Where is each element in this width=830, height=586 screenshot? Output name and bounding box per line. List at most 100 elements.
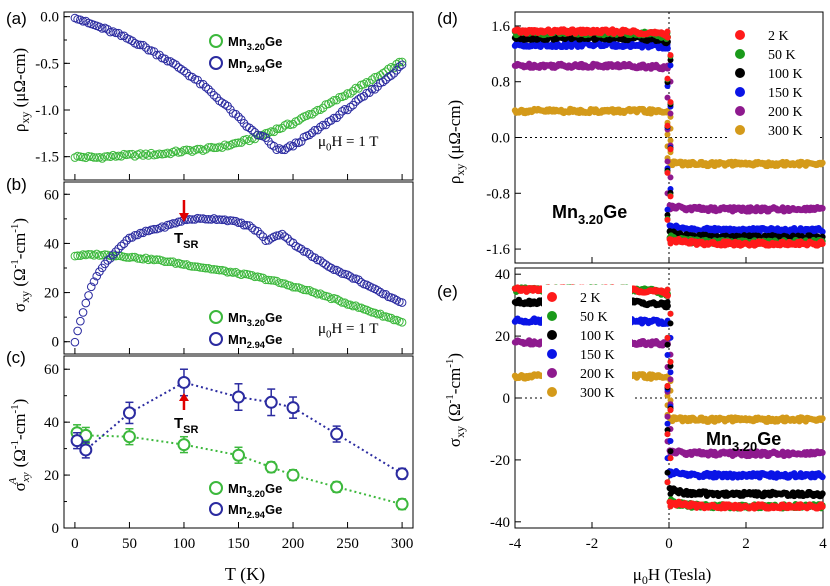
panel-c-mn320-point — [177, 438, 191, 452]
panel-a-mn294-point — [389, 69, 399, 78]
panel-b-mn294-point — [245, 221, 254, 230]
panel-e-xtick-label: -4 — [509, 536, 522, 552]
panel-e-tag: (e) — [437, 282, 458, 301]
panel-b-ytick-label: 0 — [52, 335, 60, 351]
panel-c-xtick-label: 100 — [173, 536, 196, 552]
panel-a-mn320-point — [392, 59, 401, 69]
panel-c-ytick-label: 0 — [52, 521, 60, 537]
panel-a-mn294-point — [283, 143, 292, 152]
panel-b-mn294-point — [261, 236, 271, 246]
panel-b-mn320-point — [335, 296, 344, 305]
panel-b-mn294-point — [116, 241, 126, 251]
panel-a-mn294-point — [386, 71, 396, 80]
panel-b-mn294-point — [378, 289, 388, 299]
panel-b-mn320-point — [266, 275, 276, 285]
panel-a-mn320-point — [266, 127, 276, 136]
panel-a-mn294-point — [307, 128, 317, 138]
panel-b-mn320-point — [152, 255, 162, 264]
panel-e-point-0 — [664, 382, 671, 389]
panel-b-mn294-point — [70, 337, 80, 347]
panel-a-mn294-point — [277, 145, 287, 154]
panel-e-point-2 — [667, 490, 674, 497]
panel-a-mn320-point — [114, 151, 123, 161]
panel-a-mn320-point — [315, 105, 325, 115]
panel-b-mn320-point — [70, 251, 80, 261]
panel-b-mn294-point — [345, 272, 355, 281]
panel-b-mn294-point — [108, 250, 118, 259]
panel-a-mn320-point — [296, 114, 306, 123]
panel-a-mn320-point — [127, 149, 137, 159]
panel-a-ytick-label: 0.0 — [40, 10, 59, 26]
panel-a-legend-mn320-marker — [209, 34, 223, 48]
panel-a-mn320-point — [179, 145, 189, 155]
panel-d-point-0 — [667, 146, 674, 153]
panel-a-mn294-point — [116, 31, 126, 41]
panel-a-mn320-point — [367, 75, 377, 84]
panel-a-mn320-point — [345, 89, 355, 98]
panel-b-mn294-point — [310, 253, 320, 262]
panel-c-legend-mn294: Mn2.94Ge — [228, 502, 282, 520]
panel-b-mn294-point — [234, 218, 243, 227]
panel-a-legend-mn294: Mn2.94Ge — [228, 56, 282, 74]
panel-e-xtick-label: 4 — [819, 536, 827, 552]
panel-a-mn294-point — [206, 87, 216, 97]
panel-e-point-4 — [664, 413, 671, 420]
panel-e-point-0 — [667, 310, 674, 317]
panel-e-legend-label-1: 50 K — [580, 310, 608, 325]
panel-b-mn320-point — [95, 251, 104, 260]
panel-e-sample-label: Mn3.20Ge — [706, 429, 781, 454]
panel-c-xtick-label: 150 — [227, 536, 250, 552]
panel-b-mn320-point — [351, 301, 361, 310]
panel-b-mn320-point — [264, 275, 273, 285]
panel-a-mn294-point — [97, 24, 107, 33]
panel-e-ylabel: σxy (Ω-1-cm-1) — [444, 353, 467, 447]
panel-d-point-0 — [819, 240, 826, 247]
panel-a-mn294-point — [187, 72, 197, 82]
panel-a-mn320-point — [217, 143, 227, 152]
panel-c-xtick-label: 200 — [282, 536, 305, 552]
panel-a-mn320-point — [234, 138, 243, 147]
panel-b-mn320-point — [375, 309, 385, 319]
panel-b-mn320-point — [272, 276, 281, 286]
panel-c-xtick-label: 250 — [336, 536, 359, 552]
panel-c-ytick-label: 60 — [44, 362, 59, 378]
panel-b-mn294-point — [168, 219, 178, 228]
panel-b-mn294-point — [103, 256, 112, 265]
panel-b-mn320-point — [228, 268, 238, 277]
panel-b-mn294-point — [86, 282, 96, 292]
panel-b-mn294-point — [133, 230, 142, 240]
panel-a-mn320-point — [307, 110, 317, 119]
panel-b-mn320-point — [179, 260, 189, 269]
panel-b-mn294-point — [92, 271, 102, 281]
panel-a-mn320-point — [116, 152, 126, 161]
panel-b-mn294-point — [348, 274, 358, 283]
panel-e-point-3 — [667, 369, 674, 376]
panel-a-mn294-point — [397, 60, 407, 70]
panel-b-mn320-point — [299, 285, 309, 295]
panel-d-legend-marker-4 — [735, 106, 745, 116]
panel-b-mn294-point — [253, 226, 262, 236]
panel-b-legend-mn320-marker — [209, 310, 223, 324]
panel-b-mn320-point — [127, 252, 137, 262]
panel-a-mn294-point — [296, 137, 306, 146]
panel-b-mn320-point — [166, 257, 175, 266]
panel-b-mn294-point — [130, 230, 140, 240]
panel-c-mn320-line — [76, 431, 403, 506]
panel-b-mn294-point — [76, 316, 85, 326]
panel-b-arrowhead — [178, 213, 189, 222]
panel-a-ylabel: ρxy (μΩ-cm) — [10, 48, 32, 132]
panel-e-legend-marker-1 — [547, 311, 557, 321]
panel-b-mn294-point — [149, 224, 159, 234]
panel-b-mn320-point — [149, 255, 159, 265]
panel-b-mn320-point — [386, 313, 396, 323]
panel-d-point-5 — [819, 159, 826, 167]
panel-a-mn320-point — [97, 154, 107, 163]
panel-b-mn320-point — [343, 300, 352, 309]
panel-e-point-2 — [667, 448, 674, 455]
panel-a-mn320-point — [313, 105, 322, 115]
panel-a-mn320-point — [362, 78, 371, 87]
panel-b-ytick-label: 20 — [44, 286, 59, 302]
panel-b-mn294-point — [136, 228, 145, 238]
panel-c-mn320-point — [264, 460, 278, 474]
panel-a-mn294-point — [198, 79, 208, 89]
